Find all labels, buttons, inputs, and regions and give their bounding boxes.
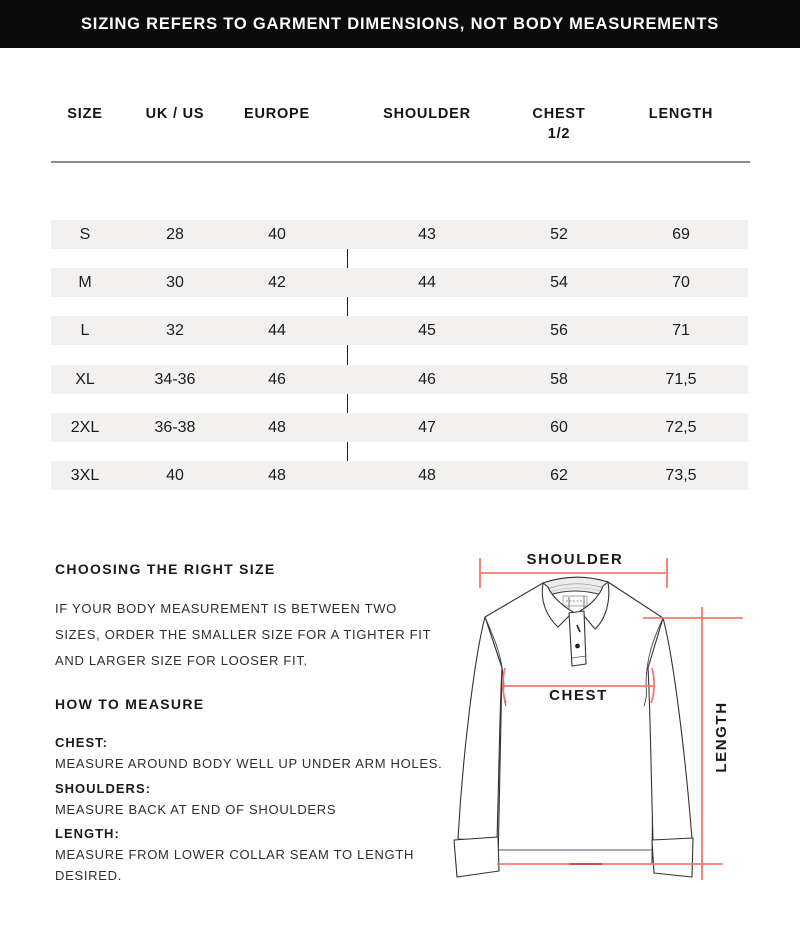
choosing-size-heading: CHOOSING THE RIGHT SIZE [55,561,276,577]
cell-europe: 44 [268,321,286,339]
cell-chest: 62 [550,466,568,484]
shirt-left-sleeve [457,616,503,842]
shoulders-label: SHOULDERS: [55,781,151,796]
cell-length: 72,5 [665,418,697,436]
shirt-measurement-diagram [453,558,743,880]
table-row: XL 34-36 46 46 58 71,5 [51,365,748,394]
cell-shoulder: 47 [418,418,436,436]
cell-length: 70 [672,273,690,291]
cell-uk-us: 28 [166,225,184,243]
disclaimer-text: SIZING REFERS TO GARMENT DIMENSIONS, NOT… [81,14,719,33]
diagram-length-label: LENGTH [713,701,730,773]
cell-chest: 56 [550,321,568,339]
column-header-length: LENGTH [648,106,714,122]
cell-size: M [78,273,92,291]
column-header-uk-us: UK / US [145,106,205,122]
column-header-shoulder: SHOULDER [383,106,471,122]
header-underline [51,161,750,163]
table-row: 2XL 36-38 48 47 60 72,5 [51,413,748,442]
cell-shoulder: 45 [418,321,436,339]
cell-shoulder: 43 [418,225,436,243]
cell-length: 73,5 [665,466,697,484]
cell-size: 2XL [70,418,100,436]
chest-description: MEASURE AROUND BODY WELL UP UNDER ARM HO… [55,756,443,771]
cell-size: 3XL [70,466,100,484]
cell-europe: 48 [268,418,286,436]
cell-chest: 54 [550,273,568,291]
cell-europe: 42 [268,273,286,291]
choosing-size-text-line: SIZES, ORDER THE SMALLER SIZE FOR A TIGH… [55,627,432,642]
cell-europe: 40 [268,225,286,243]
cell-shoulder: 44 [418,273,436,291]
chest-label: CHEST: [55,735,108,750]
cell-uk-us: 30 [166,273,184,291]
cell-shoulder: 46 [418,370,436,388]
diagram-chest-label: CHEST [549,687,608,704]
diagram-shoulder-label: SHOULDER [526,551,624,568]
column-header-chest-half: CHEST 1/2 [532,106,586,142]
shirt-right-sleeve [647,617,693,842]
placket [568,610,587,667]
shirt-right-cuff [651,837,694,878]
cell-europe: 48 [268,466,286,484]
cell-size: XL [75,370,95,388]
button [575,643,580,649]
table-column-divider [347,220,348,490]
length-description-line: DESIRED. [55,868,123,883]
placket-bottom-line [571,655,587,659]
cell-uk-us: 34-36 [154,370,196,388]
cell-length: 69 [672,225,690,243]
column-header-size: SIZE [67,106,103,122]
table-row: 3XL 40 48 48 62 73,5 [51,461,748,490]
chest-measure-tick-left [501,667,507,704]
chest-measure-tick-right [650,667,656,704]
cell-chest: 52 [550,225,568,243]
column-header-europe: EUROPE [243,106,311,122]
how-to-measure-heading: HOW TO MEASURE [55,696,205,712]
collar-stitch-line [546,583,605,590]
table-row: M 30 42 44 54 70 [51,268,748,297]
cell-size: S [79,225,91,243]
cell-length: 71 [672,321,690,339]
cell-chest: 58 [550,370,568,388]
cell-shoulder: 48 [418,466,436,484]
shirt-left-cuff [453,836,500,878]
buttonhole-mark [576,624,581,633]
cell-chest: 60 [550,418,568,436]
disclaimer-banner: SIZING REFERS TO GARMENT DIMENSIONS, NOT… [0,0,800,48]
cell-size: L [80,321,90,339]
cell-uk-us: 40 [166,466,184,484]
length-label: LENGTH: [55,826,120,841]
choosing-size-text-line: AND LARGER SIZE FOR LOOSER FIT. [55,653,308,668]
cell-length: 71,5 [665,370,697,388]
length-description-line: MEASURE FROM LOWER COLLAR SEAM TO LENGTH [55,847,415,862]
cell-europe: 46 [268,370,286,388]
choosing-size-text-line: IF YOUR BODY MEASUREMENT IS BETWEEN TWO [55,601,397,616]
cell-uk-us: 36-38 [154,418,196,436]
shoulders-description: MEASURE BACK AT END OF SHOULDERS [55,802,337,817]
table-row: S 28 40 43 52 69 [51,220,748,249]
table-row: L 32 44 45 56 71 [51,316,748,345]
cell-uk-us: 32 [166,321,184,339]
